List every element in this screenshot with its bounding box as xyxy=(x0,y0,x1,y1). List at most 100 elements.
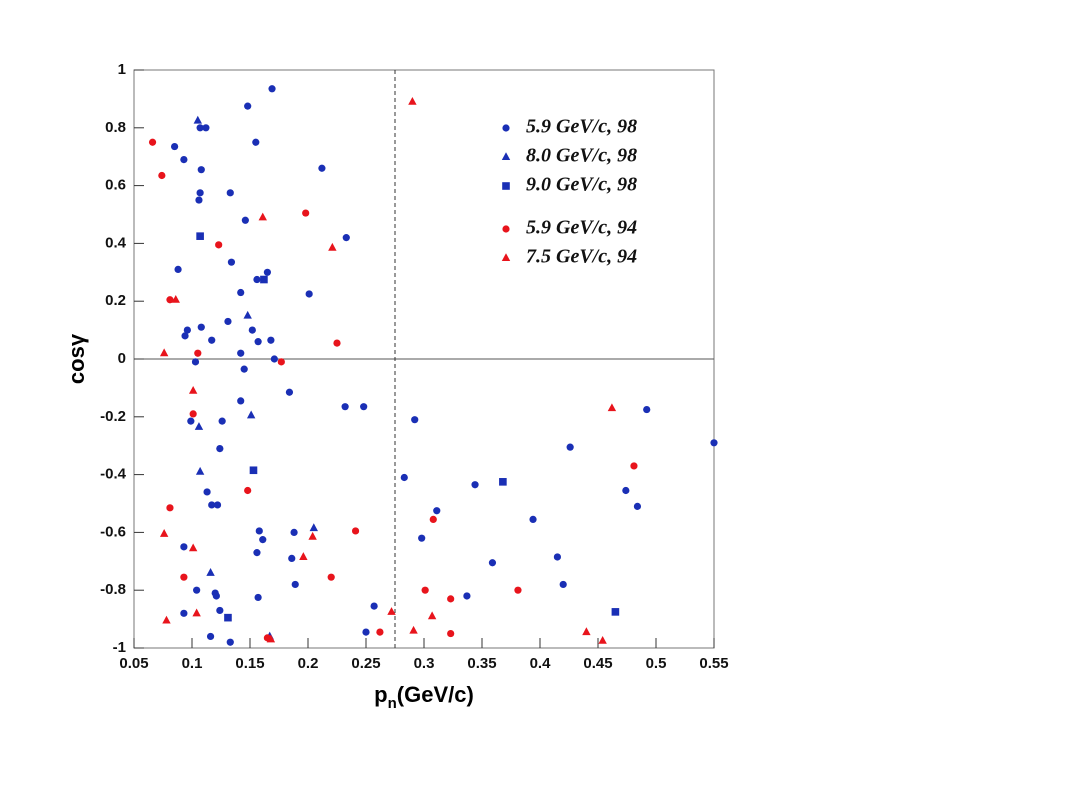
point xyxy=(193,115,202,124)
x-tick-label: 0.1 xyxy=(182,655,203,672)
point xyxy=(159,348,169,357)
point xyxy=(216,606,224,615)
point xyxy=(212,592,220,600)
point xyxy=(328,242,337,251)
point xyxy=(180,573,188,581)
x-tick-label: 0.55 xyxy=(699,655,728,672)
point xyxy=(447,629,455,638)
y-tick-label: -0.4 xyxy=(100,466,127,483)
point xyxy=(501,253,511,261)
point xyxy=(195,466,205,475)
point xyxy=(188,385,198,394)
point xyxy=(598,635,607,644)
point xyxy=(418,534,426,542)
point xyxy=(622,486,630,495)
legend-label: 5.9 GeV/c, 98 xyxy=(526,116,637,138)
legend-label: 9.0 GeV/c, 98 xyxy=(526,174,637,196)
point xyxy=(202,124,210,132)
y-tick-label: -0.6 xyxy=(100,523,126,540)
point xyxy=(710,439,718,447)
x-tick-label: 0.2 xyxy=(298,655,319,672)
point xyxy=(243,310,252,319)
point xyxy=(341,403,349,411)
point xyxy=(193,586,201,594)
point xyxy=(308,531,317,540)
point xyxy=(203,488,211,496)
point xyxy=(180,543,188,551)
point xyxy=(237,397,245,405)
point xyxy=(611,608,620,616)
point xyxy=(421,586,429,594)
y-tick-label: -0.8 xyxy=(100,581,126,598)
x-tick-label: 0.05 xyxy=(119,655,148,672)
point xyxy=(259,536,267,544)
y-tick-label: 0.2 xyxy=(105,292,126,309)
point xyxy=(630,462,638,470)
point xyxy=(362,628,370,636)
point xyxy=(215,241,223,249)
point xyxy=(196,189,204,197)
point xyxy=(270,355,278,363)
point xyxy=(158,171,166,180)
point xyxy=(244,486,252,495)
y-tick-label: -1 xyxy=(113,639,126,656)
x-tick-label: 0.35 xyxy=(467,655,496,672)
point xyxy=(248,326,256,334)
point xyxy=(427,611,437,620)
point xyxy=(181,332,189,340)
point xyxy=(471,481,479,489)
x-label-rest: (GeV/c) xyxy=(397,682,474,707)
legend-label: 8.0 GeV/c, 98 xyxy=(526,145,637,167)
point xyxy=(196,232,204,240)
point xyxy=(206,568,215,576)
x-tick-label: 0.45 xyxy=(583,655,612,672)
point xyxy=(180,609,188,617)
point xyxy=(208,501,216,509)
point xyxy=(252,138,260,146)
point xyxy=(162,615,171,624)
point xyxy=(237,349,245,357)
point xyxy=(171,294,180,303)
point xyxy=(376,628,384,636)
point xyxy=(197,323,205,331)
point xyxy=(502,225,510,233)
point xyxy=(277,358,285,366)
point xyxy=(224,317,232,326)
point xyxy=(429,515,437,523)
point xyxy=(302,209,310,217)
point xyxy=(285,388,294,396)
y-tick-label: 0.4 xyxy=(105,234,127,251)
point xyxy=(502,182,510,190)
point xyxy=(195,196,203,204)
point xyxy=(227,258,236,266)
point xyxy=(244,102,252,110)
point xyxy=(191,358,200,366)
point xyxy=(194,422,204,430)
point xyxy=(183,326,191,334)
point xyxy=(408,96,417,105)
point xyxy=(241,216,249,224)
point xyxy=(290,528,298,537)
point xyxy=(174,265,182,274)
point xyxy=(258,212,267,221)
point xyxy=(268,85,276,93)
x-tick-label: 0.3 xyxy=(414,655,435,672)
point xyxy=(188,543,198,552)
point xyxy=(463,592,471,600)
point xyxy=(499,478,507,486)
point xyxy=(253,275,261,284)
point xyxy=(192,608,201,617)
point xyxy=(288,554,296,563)
point xyxy=(263,268,271,276)
point xyxy=(166,296,174,304)
point xyxy=(400,473,408,482)
point xyxy=(148,138,157,146)
point xyxy=(559,580,567,589)
point xyxy=(255,527,263,535)
point xyxy=(226,189,234,197)
legend-label: 5.9 GeV/c, 94 xyxy=(526,217,637,239)
point xyxy=(387,607,396,615)
y-tick-label: 0 xyxy=(118,350,126,367)
point xyxy=(514,586,522,594)
